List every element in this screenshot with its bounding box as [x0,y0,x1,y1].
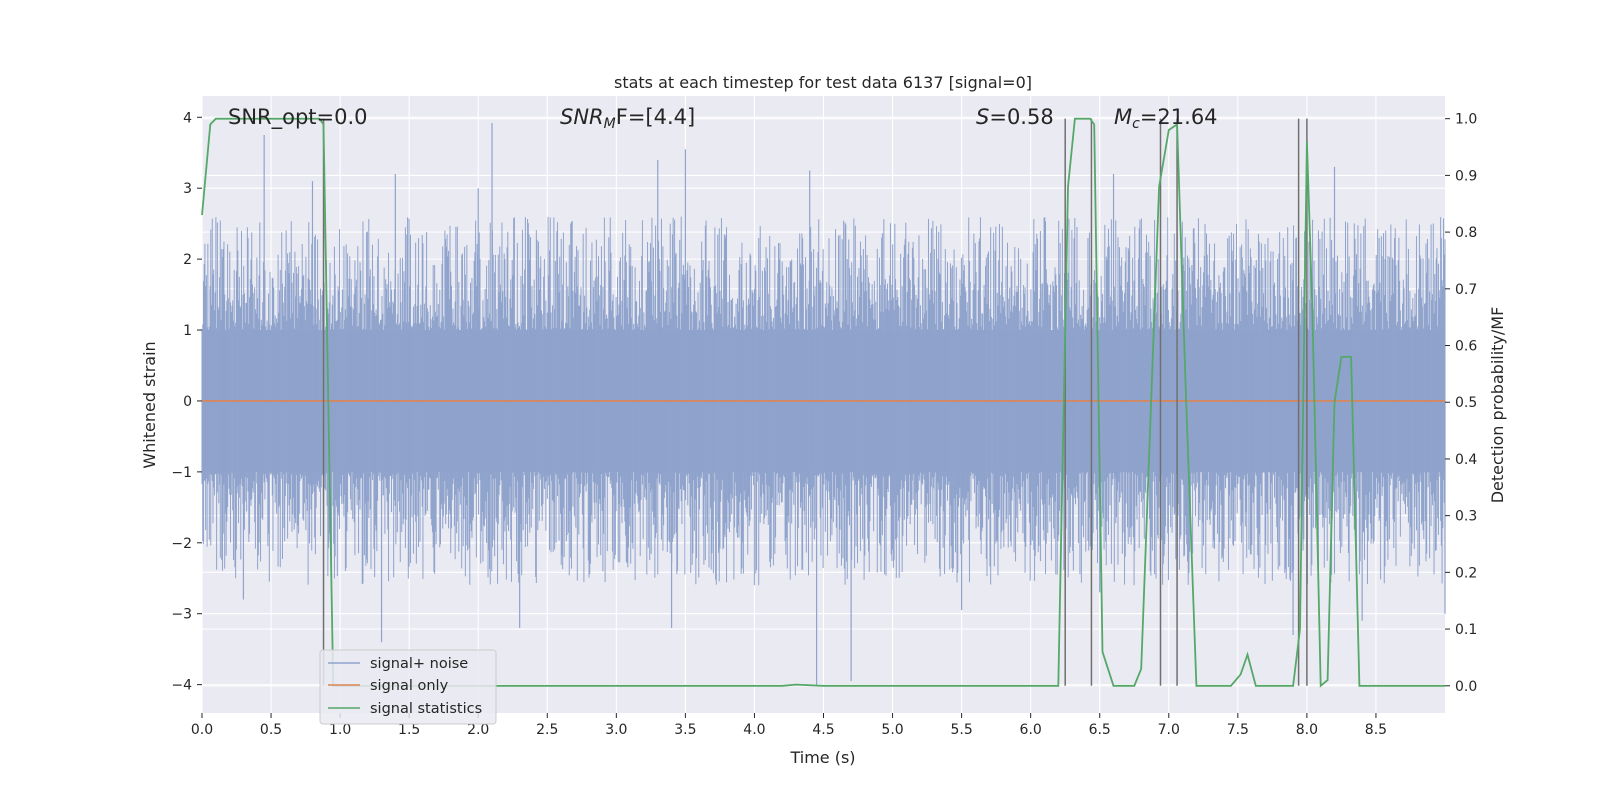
y-tick-label: 0 [183,394,192,410]
x-tick-label: 1.5 [398,722,420,738]
y-tick-label: −1 [171,465,192,481]
annotation-s-main: S [976,105,989,129]
annotation-mc-rest: =21.64 [1140,105,1218,129]
legend-label-signal-noise: signal+ noise [370,656,468,672]
annotation-s: S=0.58 [976,105,1054,129]
y-axis-ticks: 4 3 2 1 0 −1 −2 −3 −4 [171,110,202,694]
annotation-snr-mf-main: SNR [560,105,604,129]
x-tick-label: 1.0 [329,722,351,738]
y-tick-label: 1 [183,323,192,339]
x-tick-label: 7.5 [1227,722,1249,738]
x-tick-label: 3.0 [605,722,627,738]
legend-box [319,649,497,725]
y2-tick-label: 0.6 [1455,339,1477,355]
y2-tick-label: 0.2 [1455,565,1477,581]
y-tick-label: 2 [183,252,192,268]
y2-axis-ticks: 1.0 0.9 0.8 0.7 0.6 0.5 0.4 0.3 0.2 0.1 0.0 [1445,112,1477,695]
y2-tick-label: 0.3 [1455,509,1477,525]
y2-axis-label: Detection probability/MF [1488,307,1507,504]
y-axis-label: Whitened strain [140,341,159,468]
y2-tick-label: 0.4 [1455,452,1477,468]
x-tick-label: 0.0 [191,722,213,738]
x-tick-label: 2.5 [536,722,558,738]
legend-label-signal-statistics: signal statistics [370,701,482,717]
y2-tick-label: 0.9 [1455,168,1477,184]
x-tick-label: 5.5 [950,722,972,738]
y-tick-label: −3 [171,607,192,623]
annotation-mc-sub: c [1132,116,1140,132]
y-tick-label: −4 [171,678,192,694]
x-tick-label: 6.5 [1089,722,1111,738]
x-tick-label: 5.0 [881,722,903,738]
legend: signal+ noise signal only signal statist… [319,649,497,725]
x-tick-label: 2.0 [467,722,489,738]
vertical-markers [322,118,1308,686]
annotation-snr-mf-rest: F=[4.4] [616,105,695,129]
x-tick-label: 4.0 [743,722,765,738]
annotation-snr-opt: SNR_opt=0.0 [228,105,368,130]
annotation-mc: Mc=21.64 [1114,105,1218,132]
x-tick-label: 4.5 [812,722,834,738]
annotation-snr-mf-sub: M [604,116,616,132]
x-axis-ticks: 0.0 0.5 1.0 1.5 2.0 2.5 3.0 3.5 4.0 4.5 5.0 5.5 6.0 6… [191,713,1387,738]
x-tick-label: 8.5 [1365,722,1387,738]
legend-label-signal-only: signal only [370,678,449,694]
chart-title: stats at each timestep for test data 613… [614,73,1032,92]
x-axis-label: Time (s) [789,748,855,767]
annotation-snr-mf: SNRMF=[4.4] [560,105,695,132]
y2-tick-label: 0.0 [1455,679,1477,695]
y2-tick-label: 1.0 [1455,112,1477,128]
y2-tick-label: 0.8 [1455,225,1477,241]
annotation-mc-main: M [1114,105,1132,129]
annotation-s-rest: =0.58 [989,105,1053,129]
x-tick-label: 7.0 [1158,722,1180,738]
y-tick-label: −2 [171,536,192,552]
x-tick-label: 3.5 [674,722,696,738]
y2-tick-label: 0.7 [1455,282,1477,298]
x-tick-label: 8.0 [1296,722,1318,738]
y-tick-label: 4 [183,110,192,126]
y2-tick-label: 0.5 [1455,395,1477,411]
y-tick-label: 3 [183,181,192,197]
y2-tick-label: 0.1 [1455,622,1477,638]
x-tick-label: 6.0 [1020,722,1042,738]
x-tick-label: 0.5 [260,722,282,738]
